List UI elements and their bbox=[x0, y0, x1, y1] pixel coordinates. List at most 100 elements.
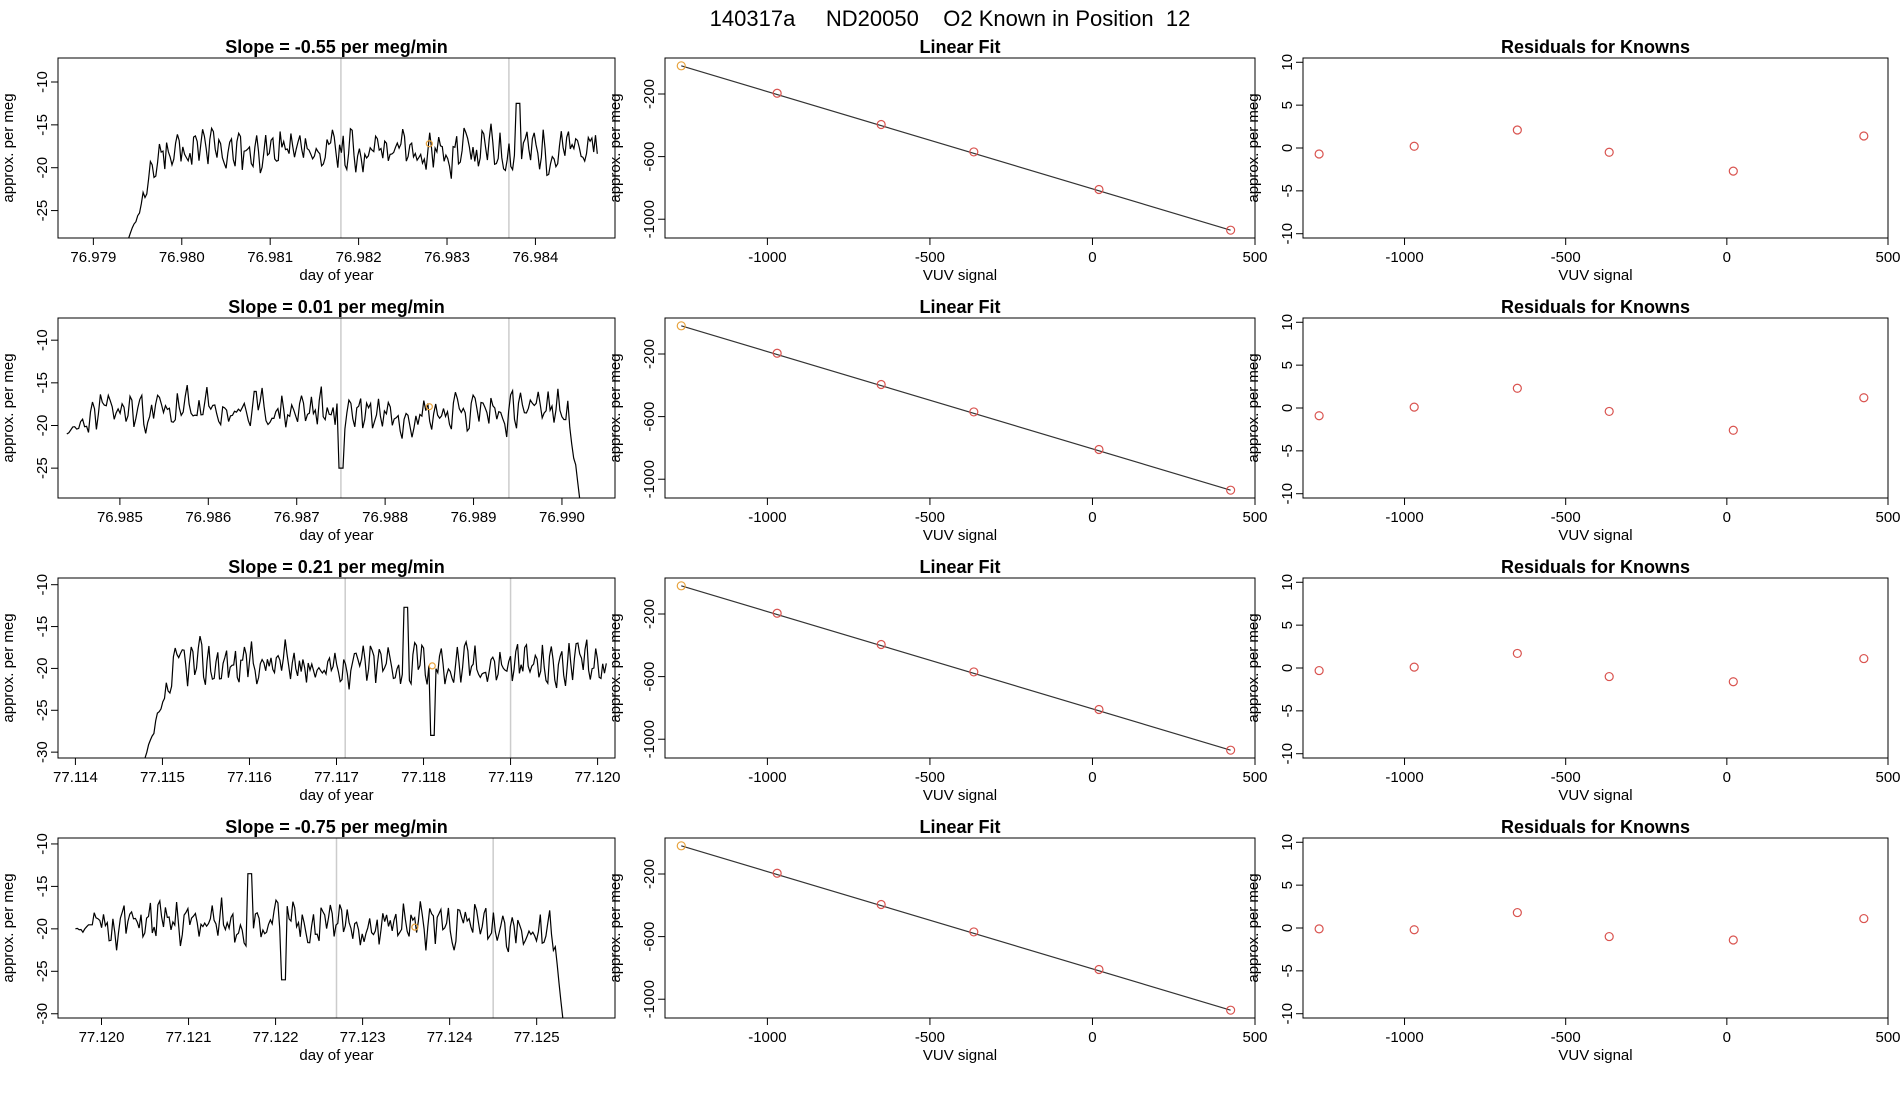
x-tick-label: 500 bbox=[1242, 769, 1267, 786]
panel-4-1: Slope = -0.75 per meg/min 77.120 77.121 77.… bbox=[0, 817, 616, 1064]
x-tick-label: 77.118 bbox=[401, 769, 446, 786]
fit-point bbox=[676, 321, 686, 331]
residual-point bbox=[1859, 913, 1869, 924]
y-tick-label: -20 bbox=[34, 157, 51, 179]
x-tick-label: 77.125 bbox=[514, 1029, 560, 1046]
y-axis-label: approx. per meg bbox=[607, 873, 624, 982]
y-tick-label: -5 bbox=[1279, 964, 1296, 977]
plot-frame bbox=[664, 837, 1256, 1019]
plot-frame bbox=[57, 837, 616, 1019]
x-tick-label: -500 bbox=[1551, 509, 1581, 526]
panel-title: Residuals for Knowns bbox=[1501, 817, 1690, 837]
y-tick-label: 10 bbox=[1279, 314, 1296, 331]
fit-point bbox=[1094, 444, 1104, 455]
x-tick-label: -500 bbox=[915, 509, 945, 526]
panel-title: Slope = 0.21 per meg/min bbox=[228, 557, 445, 577]
x-tick-label: -1000 bbox=[1385, 249, 1423, 266]
x-tick-label: -500 bbox=[915, 769, 945, 786]
panel-title: Residuals for Knowns bbox=[1501, 297, 1690, 317]
x-tick-label: 500 bbox=[1242, 509, 1267, 526]
residual-point bbox=[1314, 665, 1324, 676]
fit-point bbox=[969, 147, 979, 157]
mean-marker bbox=[425, 403, 433, 411]
x-tick-label: -500 bbox=[915, 249, 945, 266]
panel-title: Residuals for Knowns bbox=[1501, 37, 1690, 57]
y-tick-label: -1000 bbox=[641, 200, 658, 238]
x-tick-label: -1000 bbox=[748, 509, 786, 526]
x-axis-label: day of year bbox=[299, 527, 373, 544]
y-axis-label: approx. per meg bbox=[607, 613, 624, 722]
fit-point bbox=[876, 639, 886, 650]
y-axis-label: approx. per meg bbox=[0, 353, 17, 462]
y-tick-label: -200 bbox=[641, 599, 658, 629]
y-tick-label: -30 bbox=[34, 741, 51, 763]
x-tick-label: -500 bbox=[1551, 1029, 1581, 1046]
residual-point bbox=[1409, 925, 1419, 935]
plot-frame bbox=[664, 57, 1256, 239]
residual-point bbox=[1604, 147, 1614, 157]
fit-point bbox=[1094, 964, 1104, 975]
panel-4-3: Residuals for Knowns -1000 -500 0 500 -10 -5 0 5… bbox=[1245, 817, 1900, 1064]
fit-point bbox=[772, 868, 782, 878]
y-tick-label: 5 bbox=[1279, 881, 1296, 889]
fit-point bbox=[969, 927, 979, 937]
fit-point bbox=[876, 379, 886, 390]
x-tick-label: 76.984 bbox=[512, 249, 558, 266]
panel-4-2: Linear Fit -1000 -500 0 500 -1000 -600 -200 VUV … bbox=[607, 817, 1268, 1064]
x-tick-label: -1000 bbox=[748, 769, 786, 786]
x-tick-label: 76.982 bbox=[336, 249, 382, 266]
y-tick-label: -10 bbox=[1279, 743, 1296, 765]
y-tick-label: -10 bbox=[34, 329, 51, 351]
panel-2-1: Slope = 0.01 per meg/min 76.985 76.986 76.9… bbox=[0, 297, 616, 544]
residual-point bbox=[1314, 411, 1324, 421]
y-axis-label: approx. per meg bbox=[1245, 873, 1262, 982]
y-tick-label: -25 bbox=[34, 960, 51, 982]
x-tick-label: 500 bbox=[1875, 249, 1900, 266]
y-axis-label: approx. per meg bbox=[0, 93, 17, 202]
y-tick-label: -200 bbox=[641, 859, 658, 889]
y-tick-label: -20 bbox=[34, 658, 51, 680]
fit-point bbox=[969, 667, 979, 677]
x-tick-label: -500 bbox=[1551, 249, 1581, 266]
x-axis-label: VUV signal bbox=[923, 527, 997, 544]
y-tick-label: -1000 bbox=[641, 980, 658, 1018]
fit-point bbox=[676, 841, 686, 851]
data-trace bbox=[75, 873, 564, 1018]
x-axis-label: VUV signal bbox=[923, 267, 997, 284]
residual-point bbox=[1314, 149, 1324, 159]
fit-point bbox=[676, 61, 686, 71]
x-tick-label: 76.990 bbox=[539, 509, 585, 526]
fit-line bbox=[681, 65, 1231, 231]
x-tick-label: 77.119 bbox=[488, 769, 533, 786]
data-trace bbox=[66, 384, 581, 498]
x-tick-label: 77.115 bbox=[140, 769, 185, 786]
x-tick-label: 77.120 bbox=[79, 1029, 125, 1046]
panel-title: Slope = 0.01 per meg/min bbox=[228, 297, 445, 317]
y-tick-label: 0 bbox=[1279, 144, 1296, 152]
x-tick-label: 76.988 bbox=[362, 509, 408, 526]
fit-point bbox=[772, 88, 782, 98]
residual-point bbox=[1859, 131, 1869, 141]
y-tick-label: -10 bbox=[1279, 1003, 1296, 1025]
plot-frame bbox=[664, 317, 1256, 499]
x-axis-label: VUV signal bbox=[1558, 787, 1632, 804]
plot-frame bbox=[1302, 57, 1889, 239]
x-tick-label: 0 bbox=[1723, 509, 1731, 526]
panel-title: Linear Fit bbox=[919, 817, 1000, 837]
x-tick-label: 77.122 bbox=[253, 1029, 299, 1046]
y-tick-label: -20 bbox=[34, 415, 51, 437]
plot-frame bbox=[1302, 837, 1889, 1019]
y-tick-label: -15 bbox=[34, 616, 51, 638]
x-axis-label: day of year bbox=[299, 787, 373, 804]
x-tick-label: 0 bbox=[1723, 249, 1731, 266]
mean-marker bbox=[425, 140, 433, 148]
x-tick-label: -1000 bbox=[1385, 1029, 1423, 1046]
panel-2-3: Residuals for Knowns -1000 -500 0 500 -10 -5 0 5… bbox=[1245, 297, 1900, 544]
panel-3-3: Residuals for Knowns -1000 -500 0 500 -10 -5 0 5… bbox=[1245, 557, 1900, 804]
fit-point bbox=[772, 348, 782, 358]
residual-point bbox=[1728, 677, 1738, 687]
y-tick-label: -10 bbox=[1279, 483, 1296, 505]
y-axis-label: approx. per meg bbox=[1245, 93, 1262, 202]
x-tick-label: -500 bbox=[1551, 769, 1581, 786]
panel-title: Residuals for Knowns bbox=[1501, 557, 1690, 577]
